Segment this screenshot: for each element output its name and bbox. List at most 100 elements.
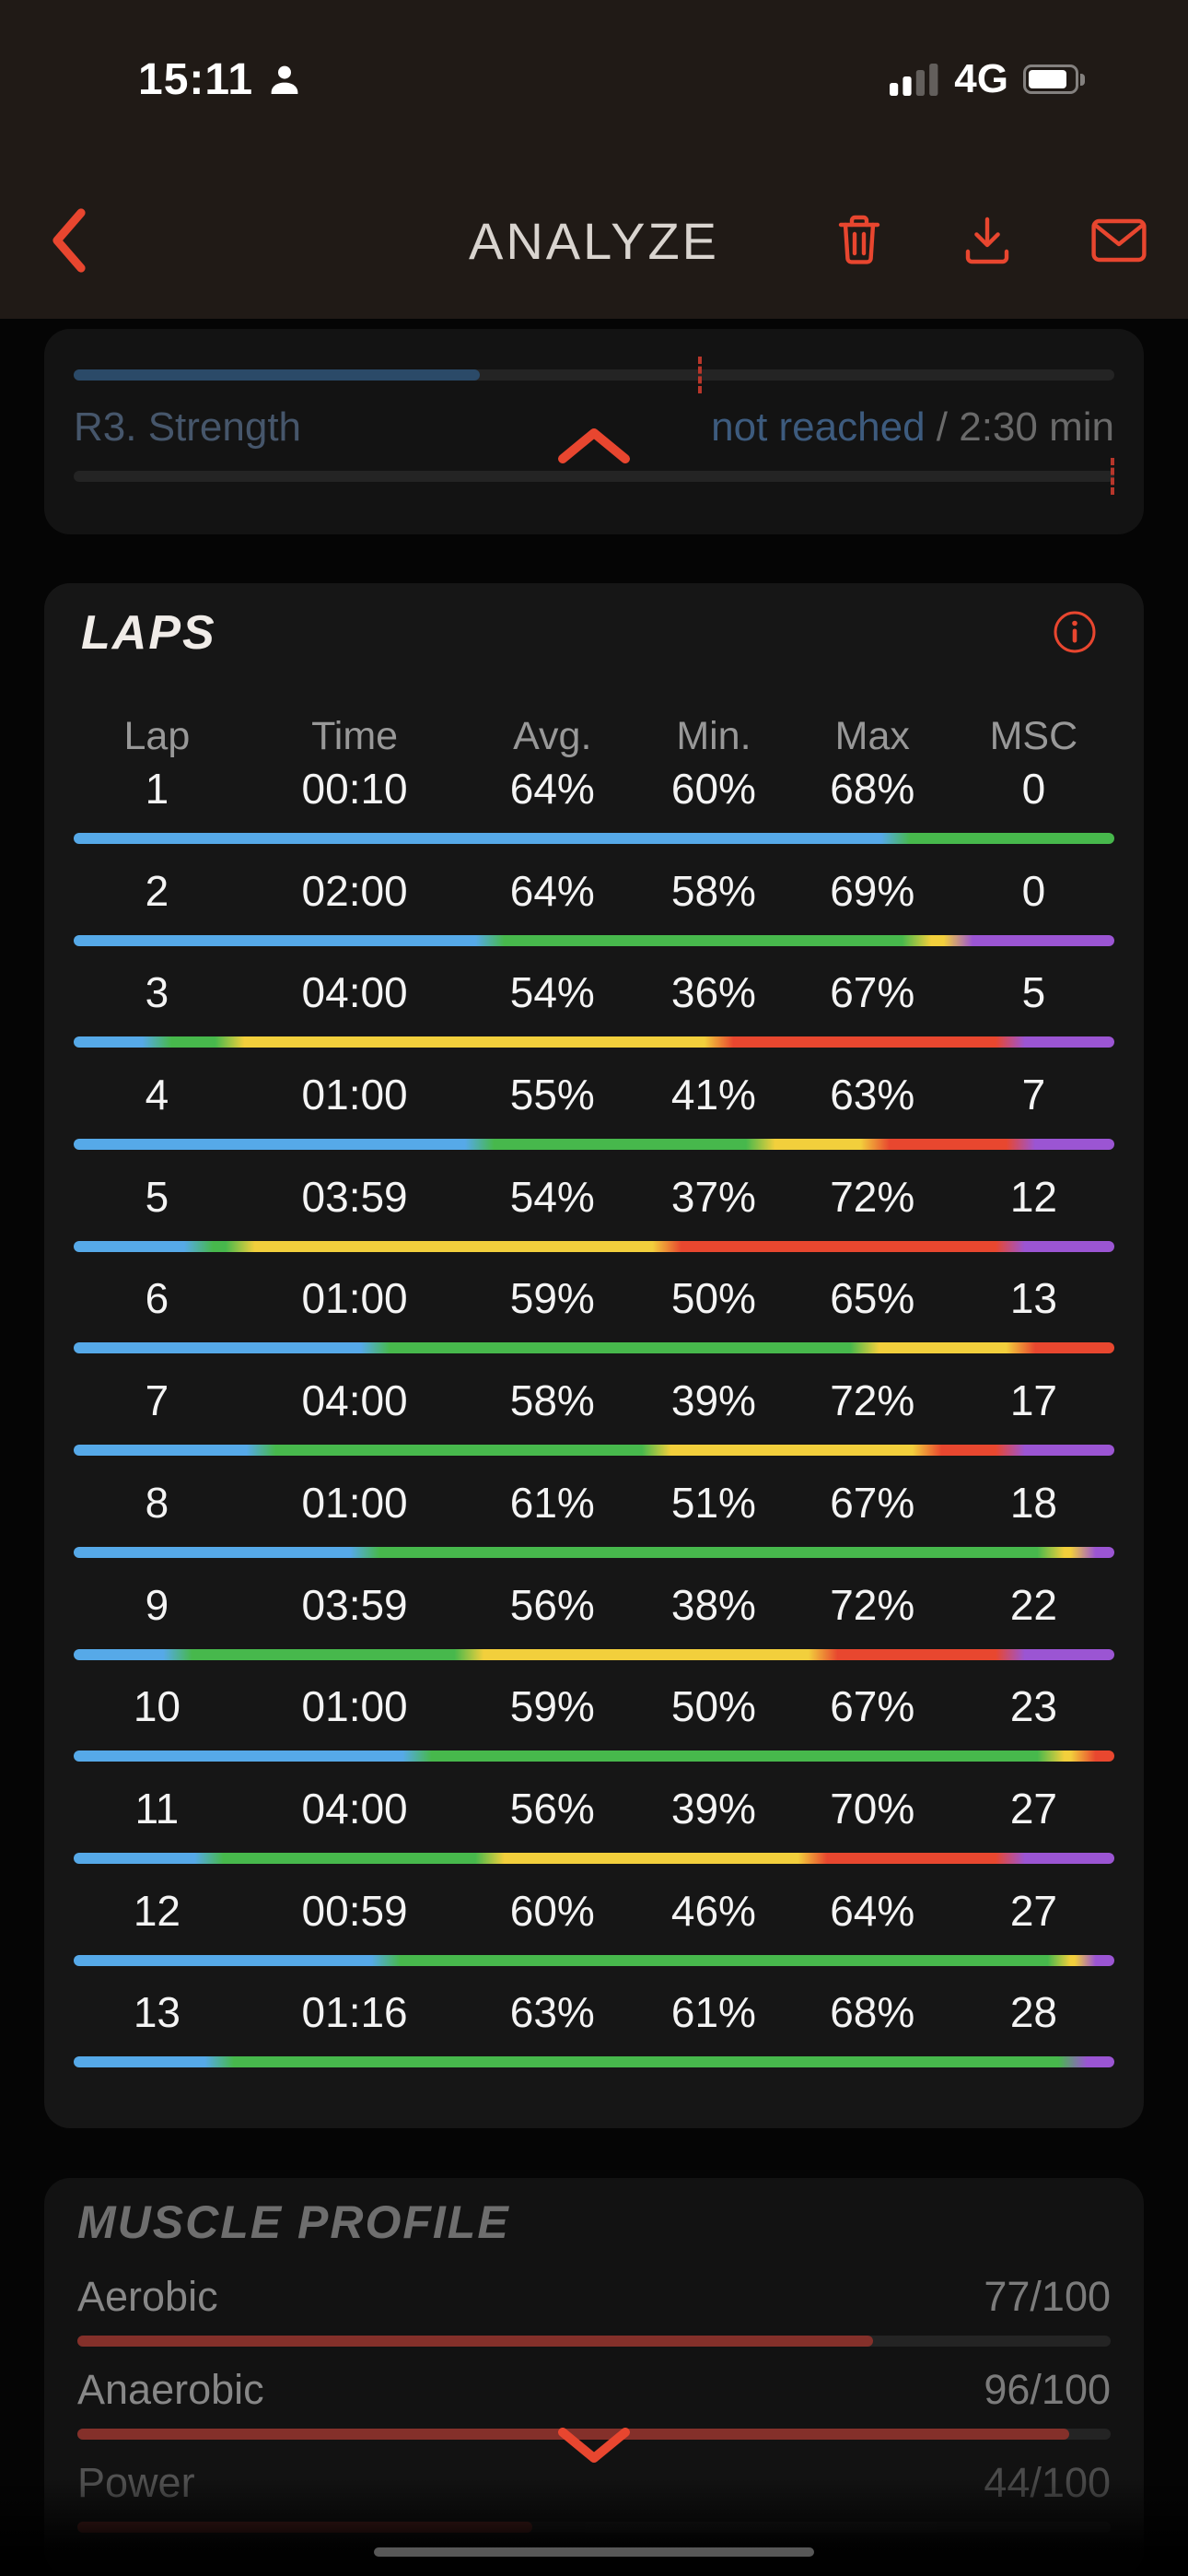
muscle-profile-title: MUSCLE PROFILE <box>77 2196 510 2248</box>
share-mail-button[interactable] <box>1090 217 1147 266</box>
lap-cell: 0 <box>1021 765 1046 813</box>
lap-cell: 64% <box>830 1886 915 1935</box>
lap-row: 11 04:00 56% 39% 70% 27 <box>74 1784 1114 1888</box>
expand-button[interactable] <box>555 2425 633 2470</box>
lap-cell: 56% <box>509 1784 595 1832</box>
lap-row: 10 01:00 59% 50% 67% 23 <box>74 1682 1114 1786</box>
lap-cell: 39% <box>670 1784 756 1832</box>
metric-value: 44/100 <box>984 2459 1111 2506</box>
lap-cell: 69% <box>830 866 915 915</box>
chevron-up-icon <box>558 428 630 463</box>
metric-label: Power <box>77 2459 195 2506</box>
lap-cell: 59% <box>509 1682 595 1731</box>
lap-cell: 60% <box>509 1886 595 1935</box>
interval-status: not reached / 2:30 min <box>711 404 1114 451</box>
lap-intensity-bar <box>74 1342 1114 1354</box>
status-right: 4G <box>890 56 1085 102</box>
metric-value: 96/100 <box>984 2366 1111 2413</box>
battery-fill <box>1029 70 1067 88</box>
metric-row: Power 44/100 <box>77 2459 1111 2533</box>
metric-row: Aerobic 77/100 <box>77 2273 1111 2347</box>
lap-cell: 1 <box>145 765 169 813</box>
lap-cell: 72% <box>830 1172 915 1221</box>
trash-icon <box>838 215 880 264</box>
lap-row: 5 03:59 54% 37% 72% 12 <box>74 1172 1114 1276</box>
lap-intensity-bar <box>74 1139 1114 1151</box>
lap-cell: 64% <box>509 765 595 813</box>
metric-line: Aerobic 77/100 <box>77 2273 1111 2320</box>
lap-cell: 9 <box>145 1580 169 1629</box>
lap-cell: 11 <box>134 1784 180 1832</box>
lap-cell: 12 <box>1009 1172 1057 1221</box>
battery-icon <box>1023 64 1085 94</box>
lap-intensity-bar <box>74 2056 1114 2068</box>
lap-intensity-bar <box>74 1546 1114 1558</box>
lap-cell: 38% <box>670 1580 756 1629</box>
lap-intensity-bar <box>74 1648 1114 1660</box>
metric-bar <box>77 2336 1111 2347</box>
person-icon <box>271 65 298 94</box>
lap-cell: 68% <box>830 1988 915 2037</box>
lap-intensity-bar <box>74 1445 1114 1457</box>
lap-cell: 61% <box>670 1988 756 2037</box>
column-header: Min. <box>676 713 751 758</box>
lap-row: 7 04:00 58% 39% 72% 17 <box>74 1376 1114 1480</box>
download-button[interactable] <box>961 214 1013 270</box>
lap-cell: 01:16 <box>301 1988 408 2037</box>
metric-line: Anaerobic 96/100 <box>77 2366 1111 2413</box>
lap-cell: 36% <box>670 968 756 1017</box>
lap-cells: 13 01:16 63% 61% 68% 28 <box>74 1988 1114 2037</box>
lap-cell: 18 <box>1009 1478 1057 1527</box>
lap-cell: 12 <box>133 1886 181 1935</box>
previous-section-card: R3. Strength not reached / 2:30 min <box>44 329 1144 534</box>
lap-cells: 2 02:00 64% 58% 69% 0 <box>74 866 1114 915</box>
lap-cell: 04:00 <box>301 1376 408 1425</box>
lap-cell: 27 <box>1009 1886 1057 1935</box>
lap-row: 2 02:00 64% 58% 69% 0 <box>74 866 1114 970</box>
metric-bar-fill <box>77 2336 873 2347</box>
back-button[interactable] <box>48 207 88 276</box>
page-title: ANALYZE <box>468 212 720 270</box>
lap-cell: 67% <box>830 1682 915 1731</box>
metric-row: Anaerobic 96/100 <box>77 2366 1111 2440</box>
lap-cell: 04:00 <box>301 1784 408 1832</box>
target-marker-end <box>1111 458 1114 495</box>
lap-cell: 59% <box>509 1274 595 1323</box>
laps-header: LAPS <box>74 583 1114 659</box>
lap-cell: 55% <box>509 1071 595 1119</box>
metric-bar <box>77 2429 1111 2440</box>
lap-cells: 6 01:00 59% 50% 65% 13 <box>74 1274 1114 1323</box>
column-header: MSC <box>989 713 1078 758</box>
lap-cells: 1 00:10 64% 60% 68% 0 <box>74 765 1114 813</box>
lap-cell: 7 <box>1021 1071 1046 1119</box>
delete-button[interactable] <box>834 213 884 271</box>
lap-cell: 37% <box>670 1172 756 1221</box>
lap-intensity-bar <box>74 1954 1114 1966</box>
lap-cell: 4 <box>145 1071 169 1119</box>
battery-body <box>1023 64 1078 94</box>
lap-cells: 10 01:00 59% 50% 67% 23 <box>74 1682 1114 1731</box>
lap-cell: 6 <box>145 1274 169 1323</box>
lap-intensity-bar <box>74 1036 1114 1048</box>
laps-title: LAPS <box>81 606 216 660</box>
lap-cell: 28 <box>1009 1988 1057 2037</box>
info-icon <box>1054 611 1096 652</box>
download-icon <box>965 217 1009 264</box>
lap-cell: 04:00 <box>301 968 408 1017</box>
home-indicator[interactable] <box>374 2547 814 2557</box>
interval-progress-bar-2 <box>74 458 1114 495</box>
status-bar: 15:11 4G <box>0 52 1188 107</box>
interval-info-row: R3. Strength not reached / 2:30 min <box>74 404 1114 451</box>
info-button[interactable] <box>1052 609 1098 658</box>
lap-intensity-bar <box>74 1240 1114 1252</box>
lap-cell: 65% <box>830 1274 915 1323</box>
status-left: 15:11 <box>138 54 303 105</box>
lap-cell: 72% <box>830 1580 915 1629</box>
lap-cells: 11 04:00 56% 39% 70% 27 <box>74 1784 1114 1832</box>
lap-cell: 58% <box>670 866 756 915</box>
metric-bar-fill <box>77 2522 532 2533</box>
collapse-button[interactable] <box>555 424 633 469</box>
back-chevron-icon <box>52 208 86 273</box>
column-header: Lap <box>123 713 191 758</box>
